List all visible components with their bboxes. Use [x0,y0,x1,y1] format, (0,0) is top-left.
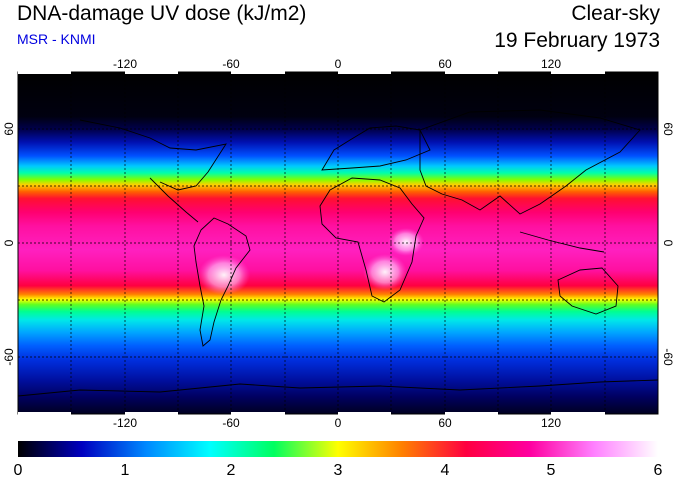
coastline-africa [319,177,425,303]
latitude-labels-right: 60 0 -60 [661,122,675,366]
lon-label-top: -120 [113,57,137,71]
map-title: DNA-damage UV dose (kJ/m2) [17,2,307,25]
lon-label-bottom: 60 [438,416,452,430]
lon-label-top: 60 [438,57,452,71]
lon-label-bottom: 0 [335,416,342,430]
colorbar-tick-label: 0 [14,462,23,479]
coastline-antarctica [18,379,658,397]
lon-label-top: 0 [335,57,342,71]
coastline-central-america [149,177,199,223]
colorbar-tick-label: 2 [227,462,236,479]
lat-label-left: 0 [2,239,16,246]
coastline-asia [419,109,641,215]
hot-spot-south-america [198,255,250,295]
coastlines [18,109,658,397]
colorbar-labels: 0 1 2 3 4 5 6 [14,462,663,479]
lon-label-top: -60 [222,57,240,71]
lon-label-bottom: 120 [541,416,561,430]
coastline-indonesia [519,231,605,253]
source-credit: MSR - KNMI [17,31,96,47]
lat-label-left: 60 [2,122,16,136]
colorbar-tick-label: 3 [334,462,343,479]
coastline-south-america [193,217,251,347]
colorbar-tick-label: 1 [121,462,130,479]
hot-spot-africa-north [388,228,424,256]
lat-label-right: 60 [661,122,675,136]
lon-label-bottom: -60 [222,416,240,430]
lat-label-left: -60 [2,348,16,366]
hot-spot-africa-south [363,254,407,290]
map-frame [17,71,659,415]
lat-label-right: -60 [661,348,675,366]
lon-label-top: 120 [541,57,561,71]
map-date: 19 February 1973 [494,29,660,52]
coastline-australia [557,267,619,315]
lon-label-bottom: -120 [113,416,137,430]
colorbar [18,441,658,457]
lat-label-right: 0 [661,240,675,247]
colorbar-tick-label: 4 [441,462,450,479]
sky-condition: Clear-sky [571,2,660,25]
latitude-labels-left: 60 0 -60 [2,122,16,366]
coastline-north-america [79,119,227,191]
longitude-labels-bottom: -120 -60 0 60 120 [113,416,561,430]
longitude-labels-top: -120 -60 0 60 120 [113,57,561,71]
colorbar-tick-label: 6 [654,462,663,479]
graticule [18,72,658,414]
colorbar-tick-label: 5 [547,462,556,479]
